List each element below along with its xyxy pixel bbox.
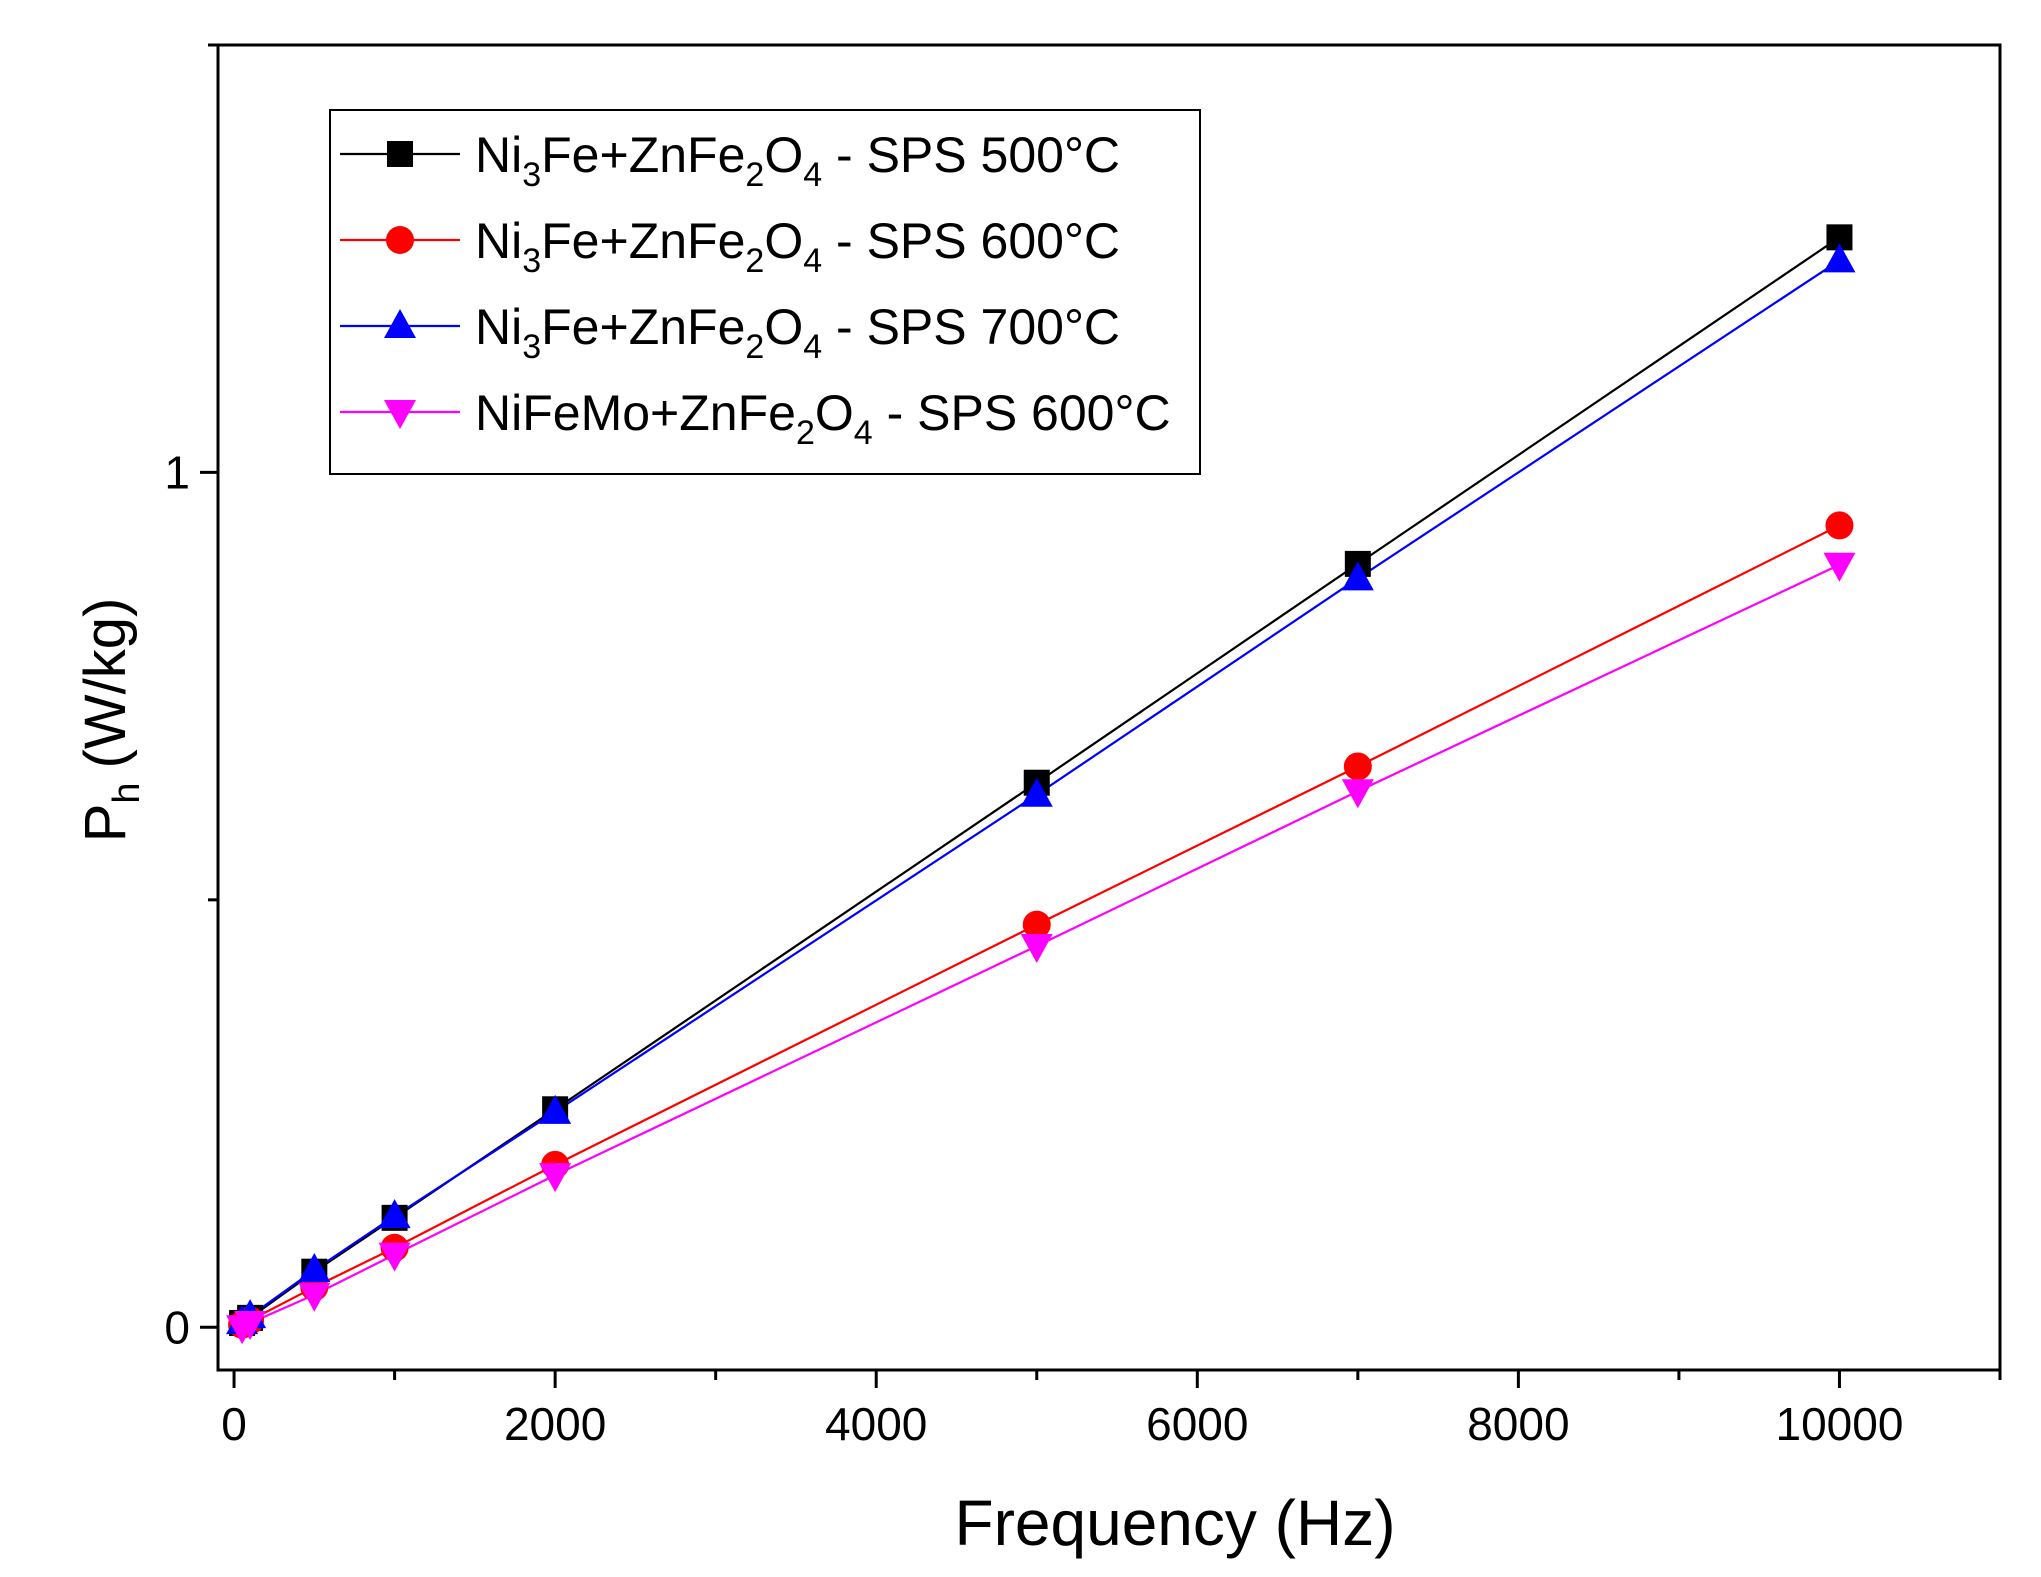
data-point-s3-5 bbox=[539, 1094, 572, 1124]
legend-marker-3 bbox=[384, 309, 416, 338]
y-tick-label: 1 bbox=[164, 446, 190, 498]
data-point-s4-5 bbox=[539, 1163, 572, 1193]
legend-box bbox=[329, 109, 1201, 475]
y-axis-label-sub: h bbox=[106, 782, 148, 803]
legend-marker-2 bbox=[386, 226, 414, 254]
data-point-s2-6 bbox=[1022, 910, 1051, 939]
legend-marker-1 bbox=[387, 141, 413, 167]
x-tick-label: 0 bbox=[221, 1398, 247, 1450]
data-point-s2-8 bbox=[1825, 511, 1854, 540]
data-point-s3-3 bbox=[298, 1252, 331, 1282]
data-point-s2-7 bbox=[1343, 752, 1372, 781]
x-tick-label: 8000 bbox=[1467, 1398, 1569, 1450]
data-point-s3-6 bbox=[1020, 777, 1053, 807]
legend-label-4: NiFeMo+ZnFe2O4 - SPS 600°C bbox=[475, 385, 1171, 452]
data-point-s4-7 bbox=[1341, 779, 1374, 809]
data-point-s3-4 bbox=[378, 1199, 411, 1229]
y-axis-label-unit: (W/kg) bbox=[73, 598, 138, 769]
legend-marker-4 bbox=[384, 400, 416, 429]
legend-label-1: Ni3Fe+ZnFe2O4 - SPS 500°C bbox=[475, 127, 1120, 194]
data-point-s3-8 bbox=[1823, 243, 1856, 273]
y-axis-label: Ph (W/kg) bbox=[73, 598, 148, 843]
legend-label-3: Ni3Fe+ZnFe2O4 - SPS 700°C bbox=[475, 299, 1120, 366]
plot-frame bbox=[216, 43, 2002, 1372]
data-point-s4-3 bbox=[298, 1282, 331, 1312]
data-point-s4-4 bbox=[378, 1242, 411, 1272]
x-axis-label: Frequency (Hz) bbox=[955, 1487, 1396, 1559]
data-point-s4-8 bbox=[1823, 552, 1856, 582]
data-point-s4-6 bbox=[1020, 934, 1053, 963]
data-point-s3-7 bbox=[1341, 561, 1374, 591]
y-axis-label-main: P bbox=[73, 804, 138, 843]
x-tick-label: 10000 bbox=[1775, 1398, 1903, 1450]
x-tick-label: 2000 bbox=[504, 1398, 606, 1450]
x-tick-label: 6000 bbox=[1146, 1398, 1248, 1450]
x-tick-label: 4000 bbox=[825, 1398, 927, 1450]
data-point-s4-2 bbox=[234, 1310, 267, 1340]
legend-label-2: Ni3Fe+ZnFe2O4 - SPS 600°C bbox=[475, 213, 1120, 280]
y-tick-label: 0 bbox=[164, 1301, 190, 1353]
